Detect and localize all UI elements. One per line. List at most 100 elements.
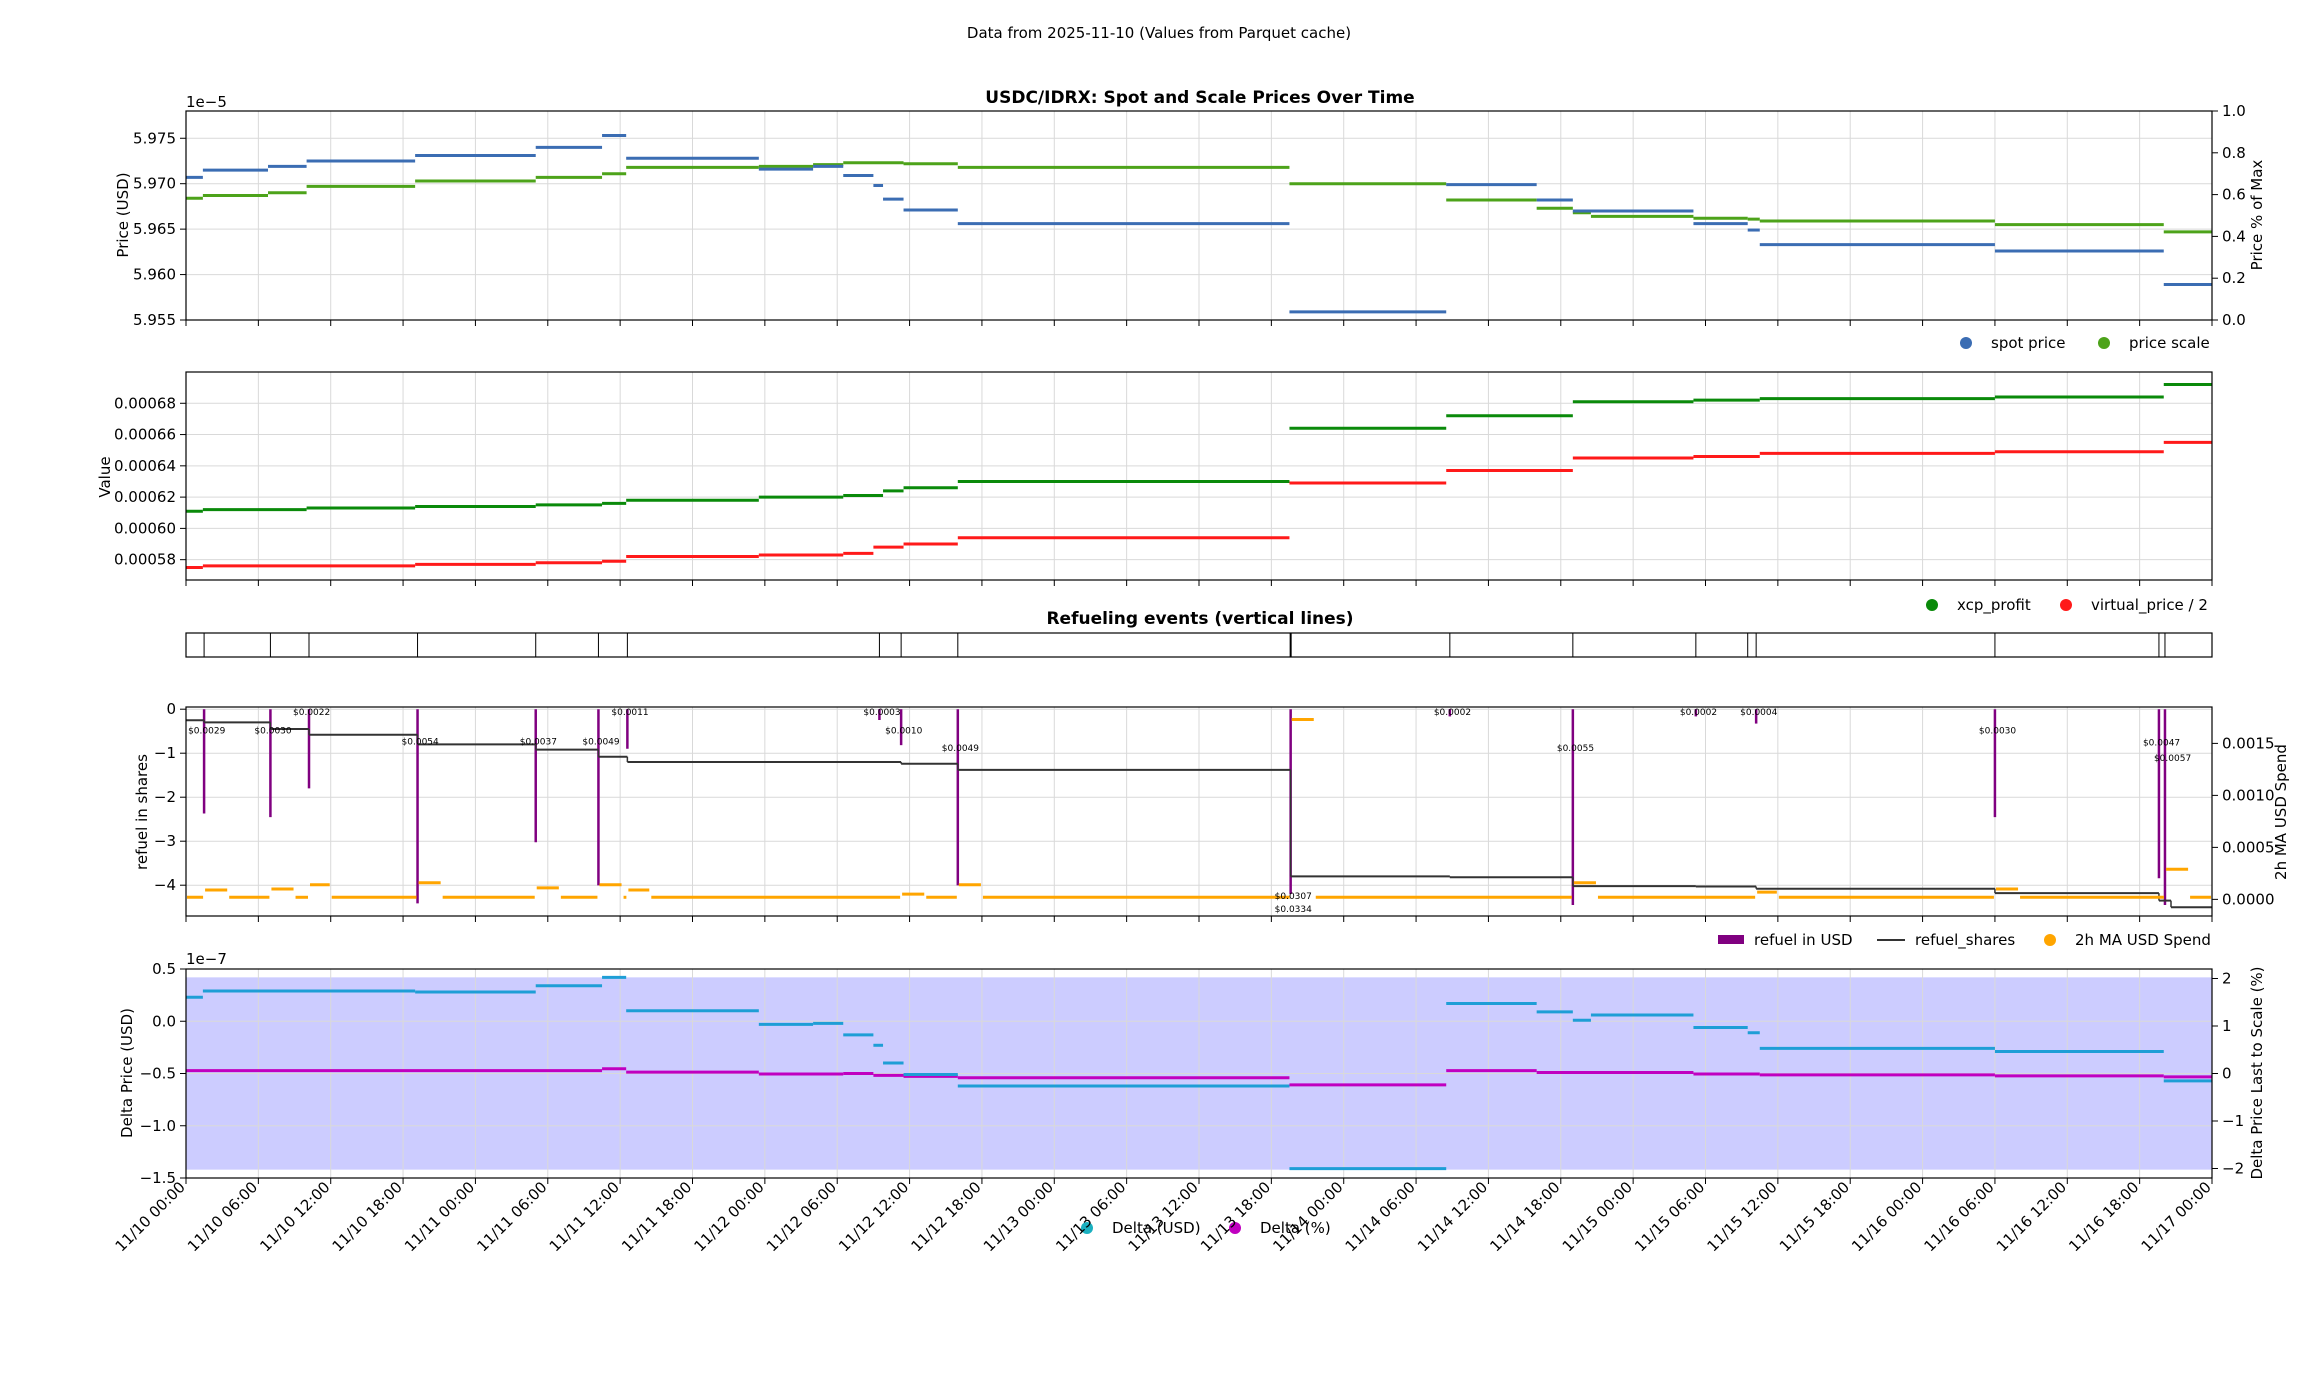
x-tick-label: 11/11 06:00 <box>473 1178 550 1255</box>
y-tick-label: −1.5 <box>140 1169 176 1187</box>
y2-tick-label: 0.0015 <box>2222 734 2275 752</box>
x-tick-label: 11/14 06:00 <box>1342 1178 1419 1255</box>
y2-tick-label: 0.0 <box>2222 311 2246 329</box>
x-tick-label: 11/13 06:00 <box>1052 1178 1129 1255</box>
x-tick-label: 11/14 12:00 <box>1414 1178 1491 1255</box>
legend-delta-usd-marker <box>1081 1222 1093 1234</box>
refuel-annotation: $0.0002 <box>1680 708 1717 718</box>
legend-xcp-marker <box>1926 599 1938 611</box>
y2-tick-label: 0.4 <box>2222 227 2246 245</box>
x-tick-label: 11/10 00:00 <box>112 1178 189 1255</box>
x-tick-label: 11/15 00:00 <box>1559 1178 1636 1255</box>
refuel-annotation: $0.0011 <box>611 708 648 718</box>
spot-scale-price-panel: 5.955 5.960 5.965 5.970 5.975 USDC/IDRX: Spot… <box>114 88 2266 352</box>
refuel-annotation: $0.0010 <box>885 726 922 736</box>
x-tick-label: 11/10 12:00 <box>256 1178 333 1255</box>
x-tick-label: 11/11 18:00 <box>618 1178 695 1255</box>
plot-frame <box>185 371 2213 581</box>
refuel-events-panel: Refueling events (vertical lines) <box>185 609 2213 658</box>
chart-title: USDC/IDRX: Spot and Scale Prices Over Ti… <box>985 88 1414 108</box>
y-offset-text: 1e−5 <box>186 93 227 111</box>
legend-spot-label: spot price <box>1991 334 2066 352</box>
y2-tick-label: 0 <box>2222 1065 2232 1083</box>
y2-axis-label: 2h MA USD Spend <box>2272 744 2290 880</box>
y-tick-label: −4 <box>154 876 176 894</box>
y-axis-label: refuel in shares <box>133 754 151 870</box>
y-tick-label: 5.955 <box>133 311 176 329</box>
y2-tick-label: 1 <box>2222 1017 2232 1035</box>
legend-scale-label: price scale <box>2129 334 2210 352</box>
y2-axis-label: Price % of Max <box>2248 160 2266 271</box>
y-tick-label: 0 <box>166 700 176 718</box>
legend-scale-marker <box>2098 337 2110 349</box>
refuel-annotation: $0.0049 <box>582 737 619 747</box>
y2-tick-label: 0.6 <box>2222 186 2246 204</box>
x-axis-tick-labels: 11/10 00:0011/10 06:0011/10 12:0011/10 1… <box>112 1178 2215 1255</box>
legend-xcp-label: xcp_profit <box>1957 596 2031 615</box>
y-tick-label: 5.975 <box>133 129 176 147</box>
plot-frame <box>185 706 2213 917</box>
y-offset-text: 1e−7 <box>186 950 227 968</box>
y-tick-label: 5.960 <box>133 266 176 284</box>
y-axis-label: Delta Price (USD) <box>118 1008 136 1138</box>
y-tick-label: −0.5 <box>140 1065 176 1083</box>
delta-price-panel: −1.5 −1.0 −0.5 0.0 0.5 1e−7 Delta Price (USD) D… <box>118 950 2266 1237</box>
y-tick-label: 0.00058 <box>114 551 176 569</box>
refuel-annotation: $0.0004 <box>1740 708 1777 718</box>
refuel-annotation: $0.0002 <box>1434 708 1471 718</box>
figure-caption: Data from 2025-11-10 (Values from Parque… <box>967 24 1351 42</box>
refuel-annotation: $0.0037 <box>520 737 557 747</box>
y-axis-label: Value <box>96 456 114 497</box>
refuel-annotation: $0.0055 <box>1557 744 1594 754</box>
y2-tick-label: −2 <box>2222 1160 2244 1178</box>
refuel-annotation: $0.0047 <box>2143 739 2180 749</box>
y2-tick-label: 0.2 <box>2222 269 2246 287</box>
x-tick-label: 11/15 06:00 <box>1631 1178 1708 1255</box>
legend-shares-label: refuel_shares <box>1915 931 2015 950</box>
legend-vp-marker <box>2060 599 2072 611</box>
y2-tick-label: 1.0 <box>2222 102 2246 120</box>
y2-tick-label: 0.0005 <box>2222 838 2275 856</box>
y-tick-label: 5.965 <box>133 220 176 238</box>
refuel-annotation: $0.0307 <box>1275 892 1312 902</box>
plot-frame <box>185 632 2213 658</box>
x-tick-label: 11/12 06:00 <box>763 1178 840 1255</box>
plot-frame <box>185 968 2213 1179</box>
x-tick-label: 11/12 18:00 <box>908 1178 985 1255</box>
legend-refuel-usd-label: refuel in USD <box>1754 931 1853 949</box>
x-tick-label: 11/13 00:00 <box>980 1178 1057 1255</box>
y2-tick-label: 0.0010 <box>2222 786 2275 804</box>
legend-delta-pct-marker <box>1229 1222 1241 1234</box>
events-title: Refueling events (vertical lines) <box>1046 609 1353 629</box>
y2-tick-label: 0.8 <box>2222 144 2246 162</box>
refuel-annotation: $0.0334 <box>1275 905 1312 915</box>
x-tick-label: 11/15 18:00 <box>1776 1178 1853 1255</box>
legend-vp-label: virtual_price / 2 <box>2091 596 2208 615</box>
x-tick-label: 11/15 12:00 <box>1703 1178 1780 1255</box>
y-tick-label: −2 <box>154 788 176 806</box>
y-tick-label: 0.00068 <box>114 394 176 412</box>
y2-tick-label: 2 <box>2222 970 2232 988</box>
legend-ma-marker <box>2044 934 2056 946</box>
y-tick-label: 5.970 <box>133 175 176 193</box>
x-tick-label: 11/11 12:00 <box>546 1178 623 1255</box>
legend-delta-pct-label: Delta (%) <box>1260 1219 1331 1237</box>
y2-tick-label: −1 <box>2222 1112 2244 1130</box>
legend-refuel-usd-marker <box>1718 935 1744 944</box>
refuel-annotation: $0.0057 <box>2154 754 2191 764</box>
refuel-annotation: $0.0029 <box>188 726 225 736</box>
x-tick-label: 11/12 00:00 <box>690 1178 767 1255</box>
y-axis-label: Price (USD) <box>114 172 132 257</box>
refuel-annotation: $0.0054 <box>402 737 439 747</box>
x-tick-label: 11/17 00:00 <box>2138 1178 2215 1255</box>
y-tick-label: 0.00062 <box>114 488 176 506</box>
y2-tick-label: 0.0000 <box>2222 890 2275 908</box>
x-tick-label: 11/14 00:00 <box>1269 1178 1346 1255</box>
x-tick-label: 11/14 18:00 <box>1486 1178 1563 1255</box>
refuel-annotation: $0.0030 <box>254 726 291 736</box>
y-tick-label: 0.0 <box>152 1012 176 1030</box>
x-tick-label: 11/11 00:00 <box>401 1178 478 1255</box>
legend-spot-marker <box>1960 337 1972 349</box>
